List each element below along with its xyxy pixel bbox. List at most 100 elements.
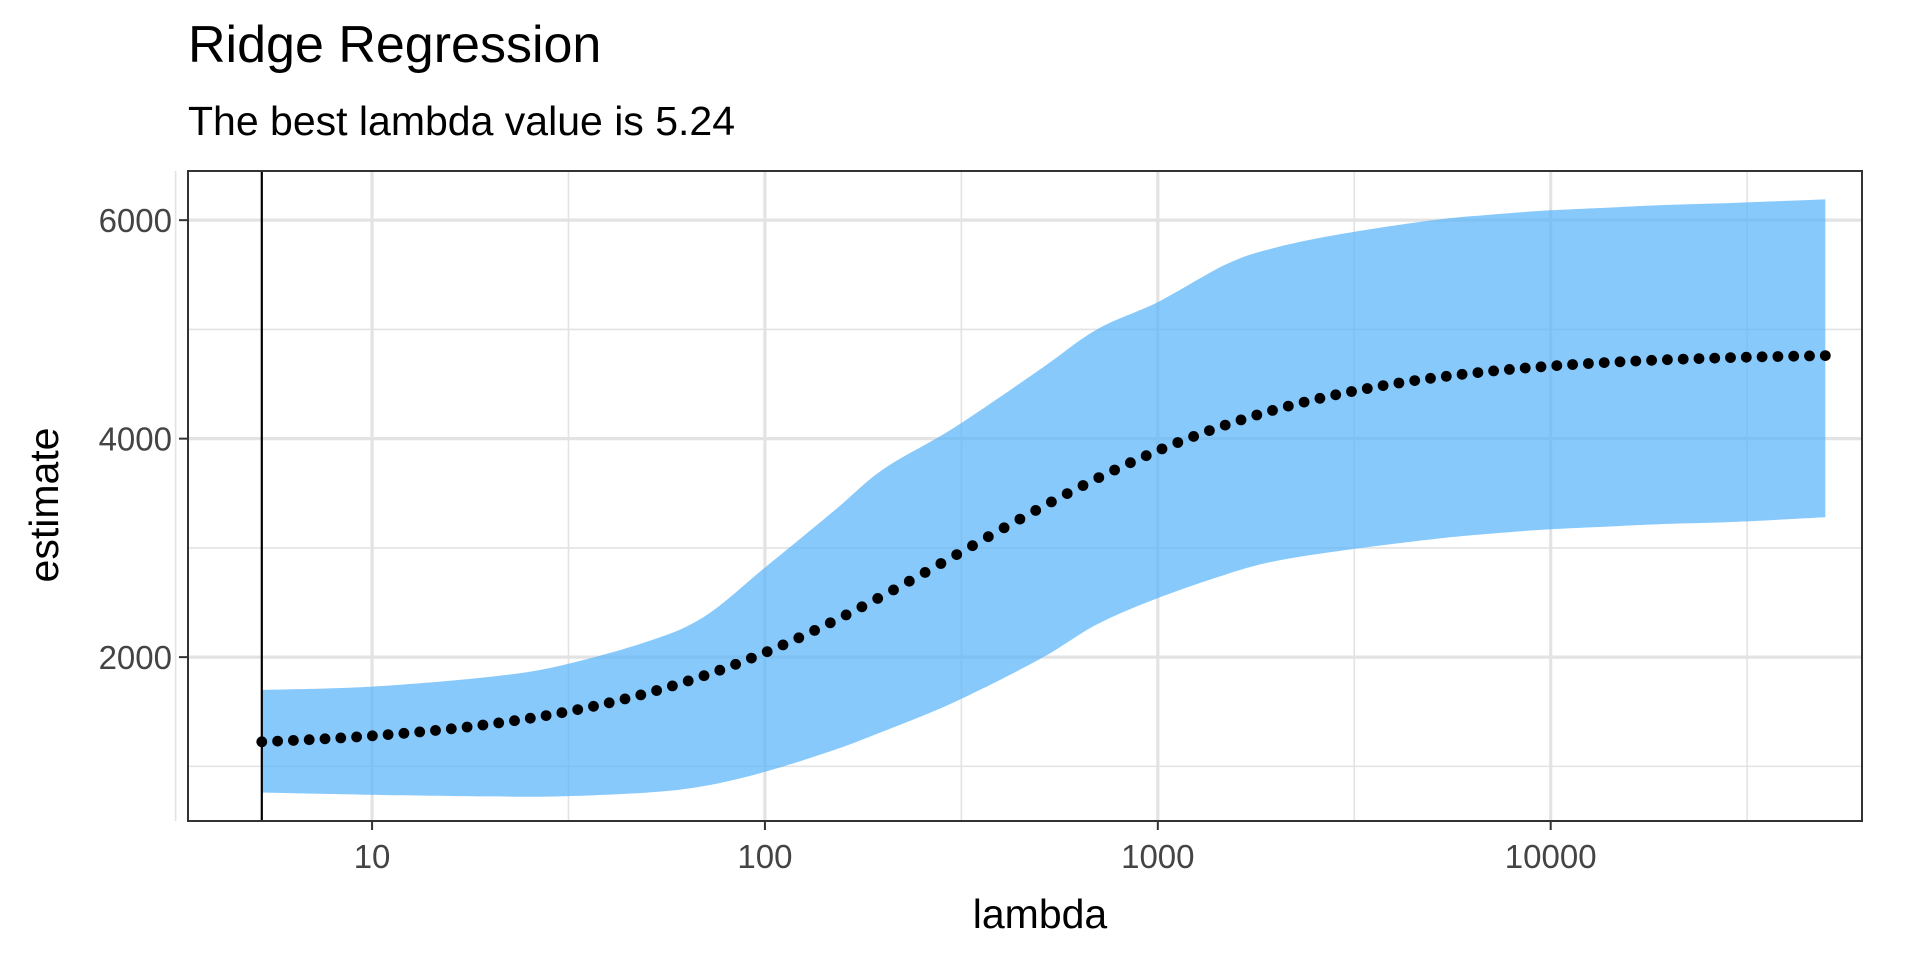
- estimate-point: [1298, 396, 1310, 408]
- y-axis-title: estimate: [21, 428, 67, 583]
- estimate-point: [477, 719, 489, 731]
- estimate-point: [1204, 425, 1215, 436]
- x-tick-label: 10000: [1505, 838, 1597, 875]
- estimate-point: [1125, 457, 1136, 469]
- estimate-point: [1788, 350, 1800, 362]
- estimate-point: [1140, 450, 1152, 462]
- estimate-point: [730, 658, 741, 670]
- estimate-point: [1425, 372, 1436, 384]
- estimate-point: [1504, 364, 1515, 375]
- estimate-point: [414, 726, 426, 738]
- estimate-point: [635, 689, 647, 701]
- estimate-point: [1519, 362, 1531, 374]
- estimate-point: [351, 731, 362, 743]
- estimate-point: [967, 540, 978, 552]
- estimate-point: [1772, 351, 1784, 362]
- estimate-point: [840, 609, 852, 621]
- estimate-point: [777, 639, 789, 651]
- estimate-point: [1014, 513, 1026, 525]
- chart-subtitle: The best lambda value is 5.24: [188, 98, 735, 144]
- estimate-point: [698, 670, 710, 682]
- estimate-point: [872, 593, 884, 604]
- estimate-point: [588, 700, 599, 712]
- estimate-point: [603, 697, 615, 709]
- band-layer: [261, 199, 1826, 797]
- estimate-point: [1598, 357, 1610, 368]
- estimate-point: [335, 732, 347, 744]
- estimate-point: [1219, 419, 1231, 431]
- estimate-point: [856, 601, 868, 613]
- estimate-point: [1188, 431, 1199, 442]
- estimate-point: [319, 733, 331, 745]
- axis-layer: 10 100 1000 10000 2000 4000 6000: [99, 170, 1863, 875]
- estimate-point: [1156, 443, 1168, 455]
- y-tick-label: 4000: [99, 421, 172, 458]
- estimate-point: [1030, 505, 1042, 516]
- estimate-point: [1535, 361, 1547, 373]
- estimate-point: [1819, 350, 1831, 361]
- estimate-point: [1456, 368, 1468, 380]
- estimate-point: [1440, 370, 1452, 382]
- estimate-point: [1267, 405, 1278, 416]
- estimate-point: [998, 522, 1010, 534]
- estimate-point: [524, 712, 536, 724]
- estimate-point: [809, 625, 820, 636]
- estimate-point: [919, 567, 931, 578]
- estimate-point: [1583, 358, 1594, 369]
- estimate-point: [288, 735, 299, 746]
- y-tick-label: 6000: [99, 202, 172, 239]
- estimate-point: [1756, 351, 1768, 363]
- points-layer: [256, 350, 1831, 748]
- estimate-point: [888, 584, 899, 596]
- estimate-point: [1172, 437, 1184, 448]
- x-tick-label: 1000: [1121, 838, 1194, 875]
- estimate-point: [1251, 409, 1263, 421]
- estimate-point: [1709, 352, 1721, 364]
- estimate-point: [1393, 377, 1405, 389]
- estimate-point: [1725, 352, 1736, 363]
- estimate-point: [761, 646, 773, 658]
- estimate-point: [1551, 360, 1563, 371]
- estimate-point: [682, 675, 694, 687]
- estimate-point: [1567, 359, 1578, 370]
- estimate-point: [1235, 414, 1247, 426]
- estimate-point: [367, 730, 378, 742]
- estimate-point: [461, 721, 473, 733]
- estimate-point: [824, 617, 836, 629]
- estimate-point: [1693, 353, 1705, 364]
- estimate-point: [509, 715, 520, 727]
- estimate-point: [572, 704, 584, 715]
- estimate-point: [982, 531, 994, 543]
- estimate-point: [1346, 386, 1357, 397]
- estimate-point: [256, 736, 268, 748]
- estimate-point: [1093, 472, 1105, 483]
- x-axis-title: lambda: [973, 891, 1108, 937]
- estimate-point: [746, 652, 757, 664]
- estimate-point: [1740, 351, 1752, 363]
- estimate-point: [714, 664, 726, 676]
- estimate-point: [1061, 488, 1073, 499]
- estimate-point: [540, 710, 552, 721]
- y-tick-label: 2000: [99, 639, 172, 676]
- estimate-point: [272, 735, 283, 747]
- estimate-point: [1472, 367, 1484, 378]
- estimate-point: [382, 729, 394, 740]
- estimate-point: [1361, 383, 1373, 394]
- estimate-point: [493, 717, 505, 729]
- estimate-point: [903, 575, 915, 587]
- plot-border: [187, 170, 1863, 822]
- estimate-point: [445, 723, 457, 735]
- estimate-point: [1046, 496, 1057, 508]
- estimate-point: [303, 734, 315, 746]
- estimate-point: [1804, 350, 1815, 362]
- x-tick-label: 10: [354, 838, 391, 875]
- estimate-point: [1314, 392, 1326, 404]
- x-tick-label: 100: [737, 838, 792, 875]
- estimate-point: [667, 680, 678, 692]
- estimate-point: [1646, 354, 1657, 366]
- estimate-point: [430, 725, 441, 736]
- estimate-point: [398, 727, 410, 739]
- estimate-point: [1488, 365, 1499, 377]
